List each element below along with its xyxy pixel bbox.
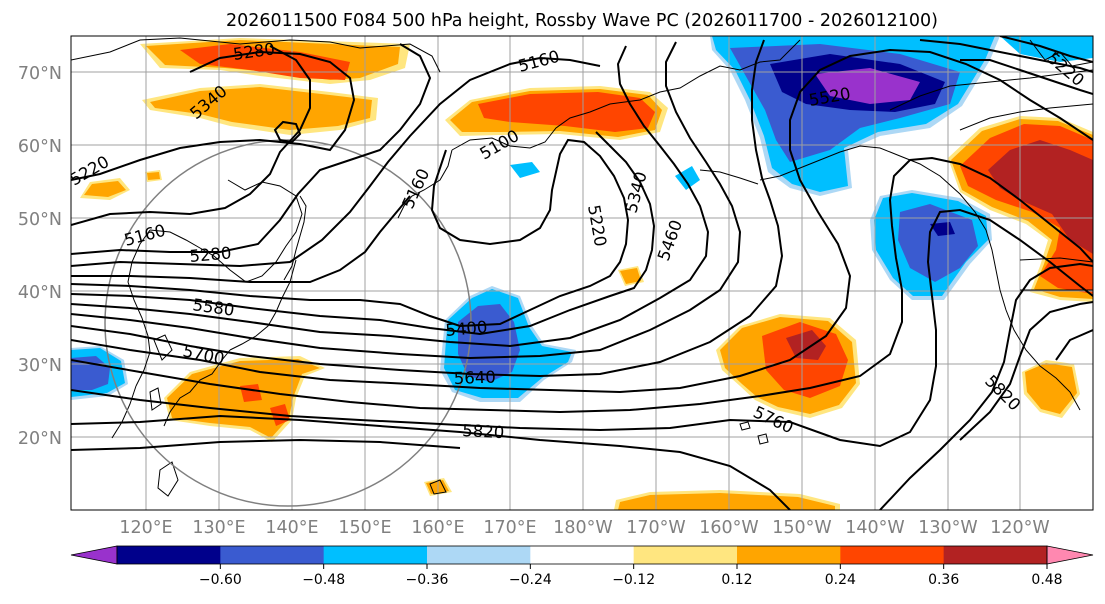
positive-anomaly-region (84, 181, 126, 197)
lon-tick-label: 160°W (699, 518, 758, 538)
reference-circle (104, 139, 472, 507)
lon-tick-label: 120°E (119, 518, 172, 538)
height-contours (71, 36, 1093, 510)
positive-anomaly-region (786, 330, 826, 360)
lon-tick-label: 180°W (553, 518, 612, 538)
positive-anomaly-region (1025, 363, 1077, 414)
colorbar-tick-label: −0.48 (302, 572, 345, 588)
negative-anomaly-region (898, 204, 978, 282)
colorbar-tick-label: 0.12 (721, 572, 752, 588)
colorbar-segment (530, 546, 635, 564)
lat-tick-label: 60°N (18, 137, 62, 157)
colorbar-segment (323, 546, 428, 564)
positive-anomaly-region (150, 87, 372, 130)
colorbar-tick-label: −0.60 (199, 572, 242, 588)
coastlines (71, 37, 1093, 497)
colorbar-tick-label: 0.24 (825, 572, 856, 588)
positive-anomaly-region (618, 493, 835, 510)
negative-anomaly-region (458, 304, 520, 382)
lat-tick-label: 40°N (18, 283, 62, 303)
positive-anomaly-region (988, 140, 1093, 254)
anomaly-fills (71, 36, 1093, 510)
negative-anomaly-region (930, 222, 955, 236)
lon-tick-label: 150°E (338, 518, 391, 538)
latitude-axis: 70°N 60°N 50°N 40°N 30°N 20°N (18, 64, 62, 449)
longitude-axis: 120°E 130°E 140°E 150°E 160°E 170°E 180°… (119, 518, 1049, 538)
contour-label: 5640 (453, 368, 496, 388)
lat-tick-label: 50°N (18, 210, 62, 230)
negative-anomaly-region (510, 162, 540, 178)
contour-label: 5400 (445, 317, 488, 340)
colorbar: −0.60 −0.48 −0.36 −0.24 −0.12 0.12 0.24 0.36 0.4… (70, 545, 1094, 588)
map-frame (70, 35, 1094, 511)
negative-anomaly-region (815, 68, 920, 104)
colorbar-tick-label: −0.24 (509, 572, 552, 588)
lon-tick-label: 130°W (918, 518, 977, 538)
lon-tick-label: 120°W (990, 518, 1049, 538)
lon-tick-label: 130°E (192, 518, 245, 538)
colorbar-segment (943, 546, 1048, 564)
colorbar-segment (737, 546, 841, 564)
negative-anomaly-region (675, 166, 700, 190)
positive-anomaly-region (620, 268, 641, 284)
colorbar-segment (633, 546, 738, 564)
contour-label: 5820 (462, 421, 505, 442)
colorbar-tick-label: 0.36 (928, 572, 959, 588)
lat-tick-label: 20°N (18, 429, 62, 449)
lon-tick-label: 170°E (483, 518, 536, 538)
lon-tick-label: 140°E (265, 518, 318, 538)
colorbar-frame (116, 545, 1048, 565)
colorbar-extend-max (1046, 545, 1094, 565)
colorbar-tick-label: −0.12 (612, 572, 655, 588)
lat-tick-label: 30°N (18, 356, 62, 376)
positive-anomaly-region (147, 172, 160, 180)
colorbar-segment (427, 546, 531, 564)
colorbar-tick-label: −0.36 (406, 572, 449, 588)
map-layers: 5280 5340 5160 5100 5160 5220 5340 5460 … (71, 36, 1093, 510)
graticule (71, 36, 1093, 510)
colorbar-extend-min (70, 545, 118, 565)
lon-tick-label: 140°W (845, 518, 904, 538)
map-title: 2026011500 F084 500 hPa height, Rossby W… (226, 11, 938, 31)
lon-tick-label: 160°E (411, 518, 464, 538)
colorbar-segment (840, 546, 945, 564)
lon-tick-label: 170°W (626, 518, 685, 538)
positive-anomaly-region (180, 44, 350, 80)
positive-anomaly-region (478, 92, 655, 132)
colorbar-segment (117, 546, 221, 564)
contour-label: 5280 (189, 243, 232, 266)
positive-anomaly-region (762, 322, 848, 398)
lon-tick-label: 150°W (772, 518, 831, 538)
colorbar-segment (220, 546, 325, 564)
colorbar-tick-label: 0.48 (1031, 572, 1062, 588)
lat-tick-label: 70°N (18, 64, 62, 84)
